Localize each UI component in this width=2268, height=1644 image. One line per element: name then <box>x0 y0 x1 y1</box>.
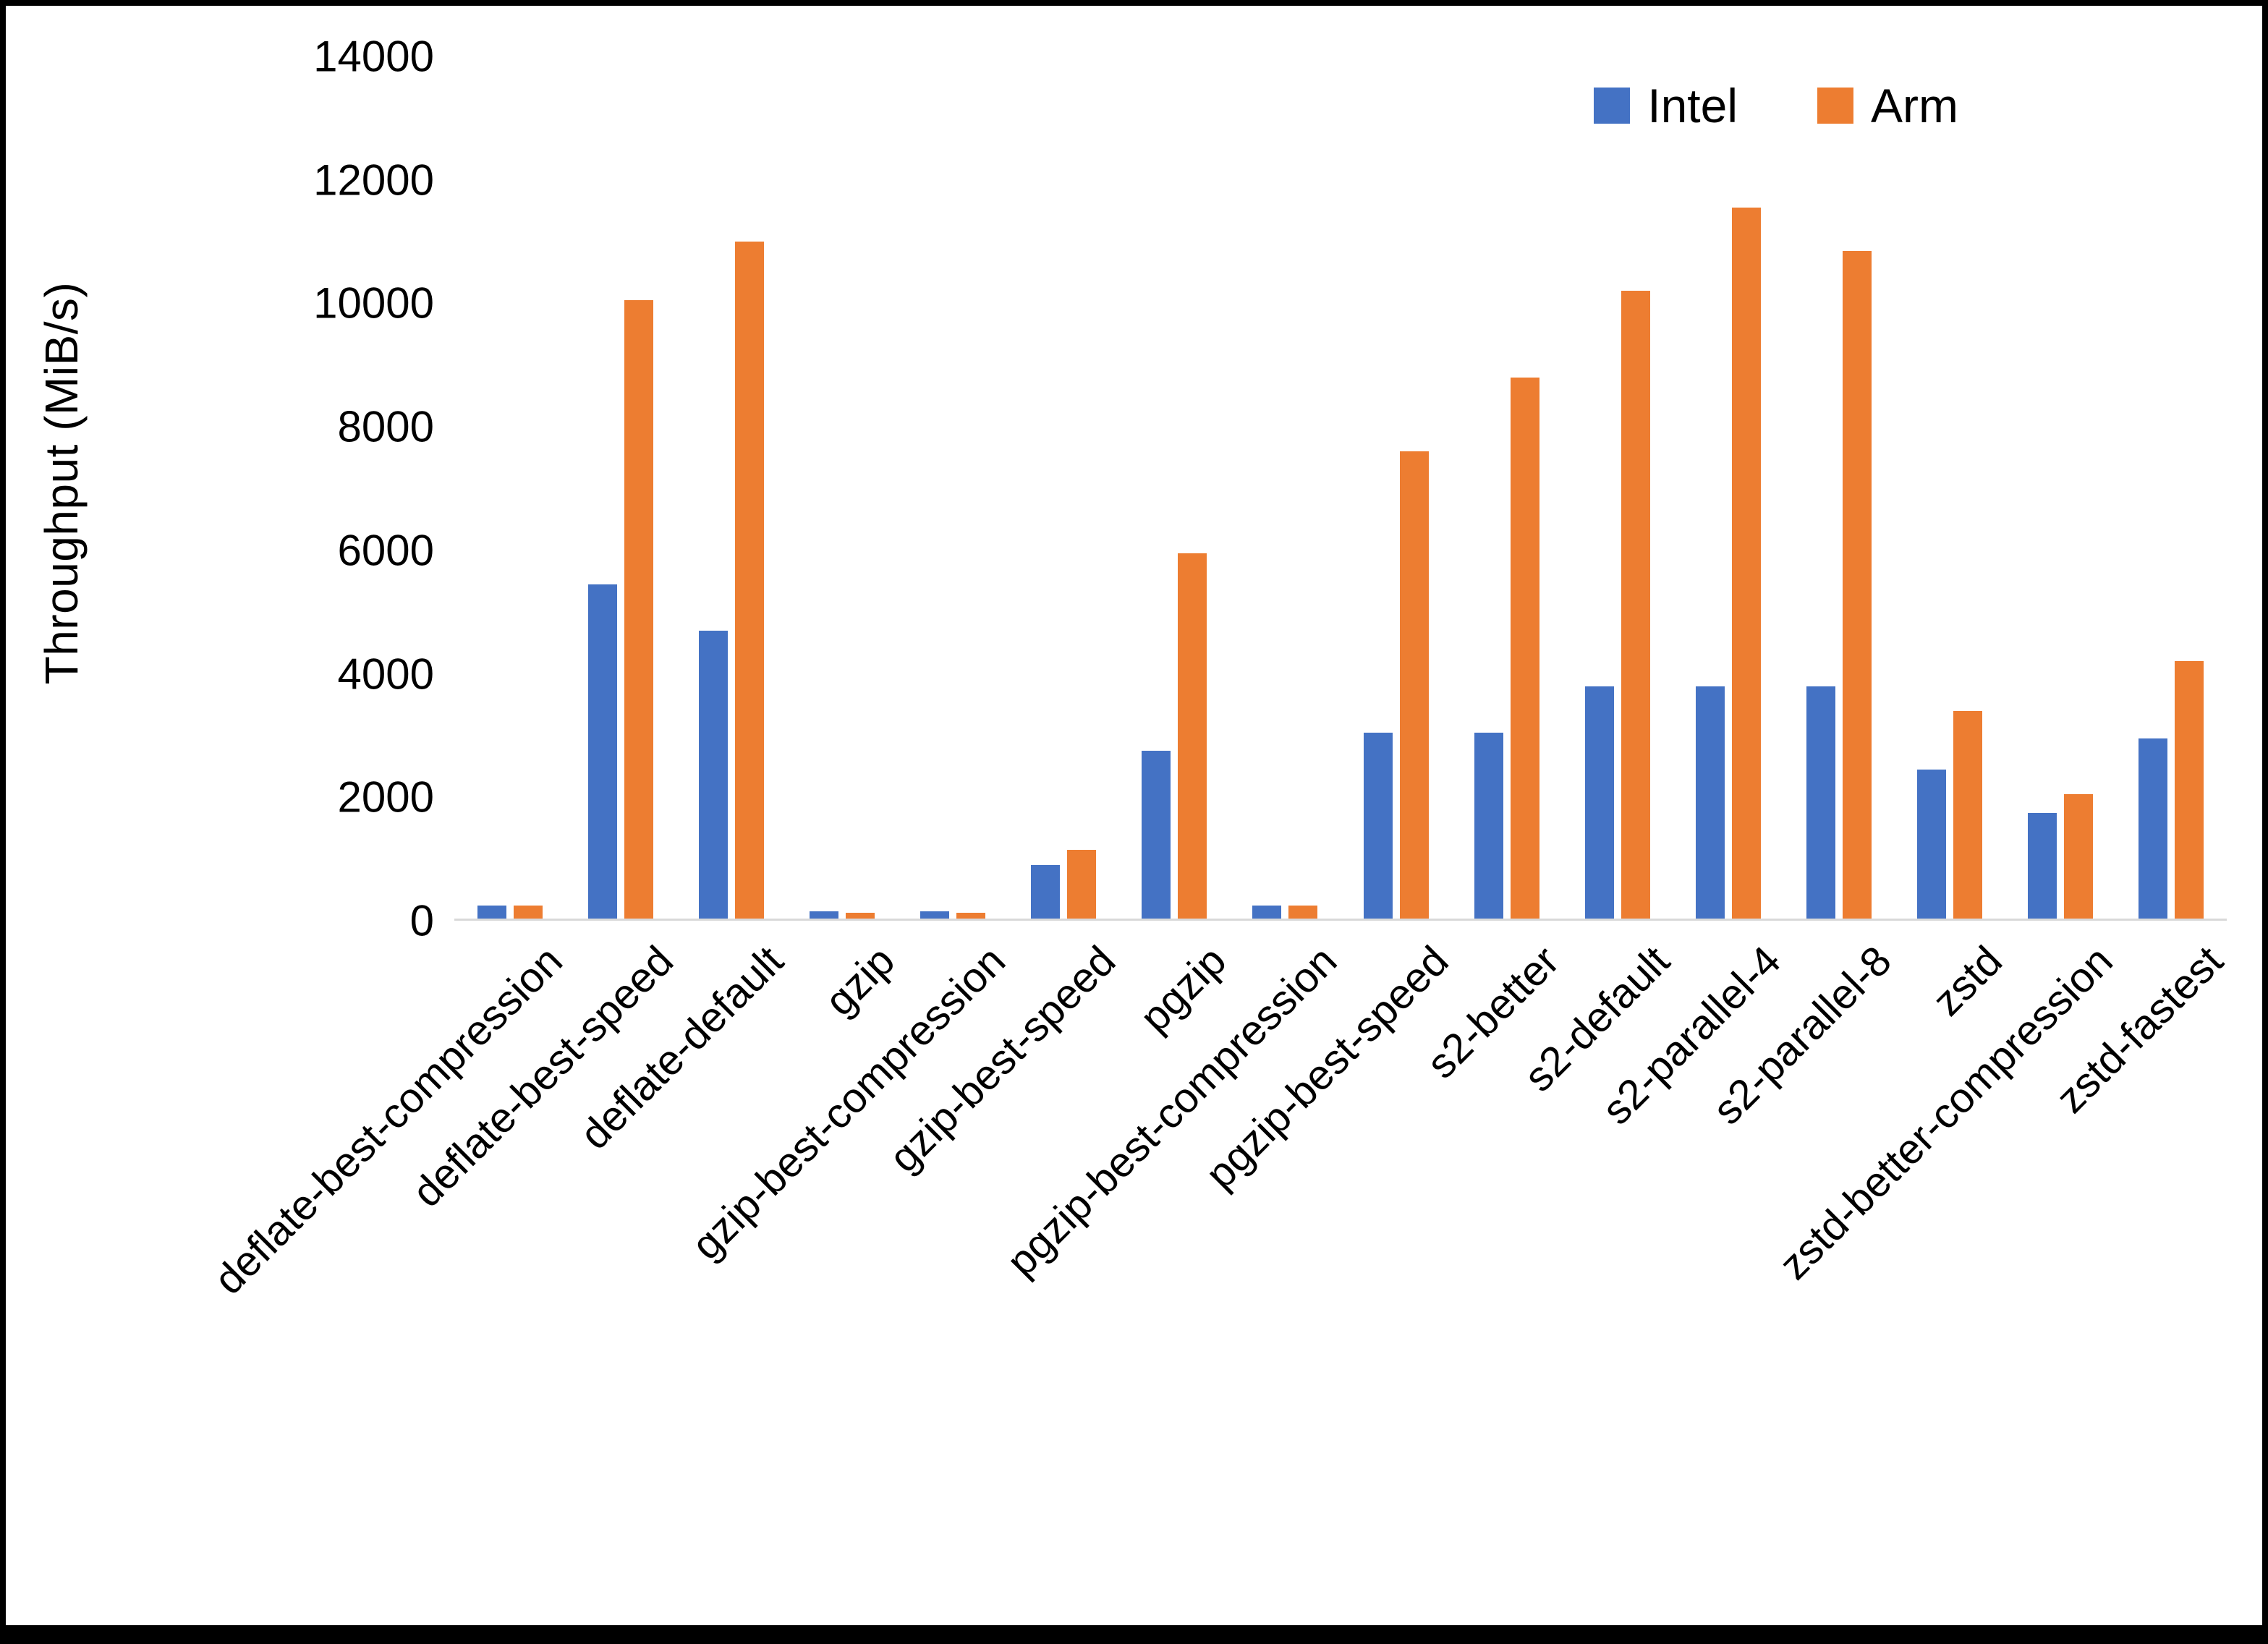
y-tick-label: 10000 <box>313 278 434 328</box>
x-tick-label: pgzip <box>1131 937 1236 1042</box>
bar-arm-zstd-fastest <box>2175 661 2204 921</box>
x-axis-line <box>454 919 2227 921</box>
y-tick-label: 14000 <box>313 32 434 81</box>
bar-intel-zstd-fastest <box>2139 738 2167 921</box>
bar-arm-pgzip-best-compression <box>1288 906 1317 921</box>
bar-intel-deflate-best-speed <box>588 584 617 921</box>
bar-arm-pgzip <box>1178 553 1207 921</box>
bar-arm-s2-better <box>1511 378 1539 921</box>
bar-intel-gzip-best-speed <box>1031 865 1060 921</box>
bar-intel-zstd-better-compression <box>2028 813 2057 921</box>
bar-arm-gzip <box>846 913 875 921</box>
legend: Intel Arm <box>1594 78 1958 133</box>
bar-arm-gzip-best-speed <box>1067 850 1096 921</box>
bar-intel-deflate-best-compression <box>477 906 506 921</box>
y-tick-label: 4000 <box>337 649 434 699</box>
bar-arm-deflate-best-speed <box>624 300 653 921</box>
legend-label: Intel <box>1647 79 1738 132</box>
bar-arm-deflate-default <box>735 242 764 921</box>
y-tick-label: 12000 <box>313 156 434 205</box>
bar-intel-zstd <box>1917 770 1946 921</box>
x-tick-label: gzip <box>815 937 904 1025</box>
plot-area: 0 2000 4000 6000 8000 10000 12000 14000 deflate… <box>205 33 2232 1304</box>
legend-item-arm: Arm <box>1817 78 1958 133</box>
legend-swatch-icon <box>1817 88 1854 124</box>
bar-intel-pgzip-best-compression <box>1252 906 1281 921</box>
bar-intel-deflate-default <box>699 631 728 921</box>
y-tick-label: 6000 <box>337 526 434 575</box>
y-axis-title-text: Throughput (MiB/s) <box>35 281 88 685</box>
bar-intel-pgzip <box>1142 751 1171 921</box>
bar-arm-deflate-best-compression <box>514 906 543 921</box>
y-tick-label: 2000 <box>337 772 434 822</box>
legend-label: Arm <box>1871 79 1958 132</box>
y-tick-label: 8000 <box>337 402 434 451</box>
bar-arm-s2-default <box>1621 291 1650 921</box>
bar-intel-gzip <box>810 911 838 921</box>
bar-arm-s2-parallel-4 <box>1732 208 1761 921</box>
bar-intel-pgzip-best-speed <box>1364 733 1393 921</box>
bar-intel-s2-parallel-4 <box>1696 686 1725 921</box>
legend-swatch-icon <box>1594 88 1631 124</box>
bar-arm-gzip-best-compression <box>956 913 985 921</box>
bar-intel-s2-default <box>1585 686 1614 921</box>
bar-arm-s2-parallel-8 <box>1843 251 1872 921</box>
y-tick-label: 0 <box>409 896 434 945</box>
bar-arm-zstd-better-compression <box>2064 794 2093 921</box>
bar-arm-zstd <box>1953 711 1982 921</box>
legend-item-intel: Intel <box>1594 78 1738 133</box>
bar-intel-gzip-best-compression <box>920 911 949 921</box>
bar-intel-s2-better <box>1474 733 1503 921</box>
bar-intel-s2-parallel-8 <box>1806 686 1835 921</box>
x-tick-label: zstd <box>1923 937 2011 1025</box>
bar-arm-pgzip-best-speed <box>1400 451 1429 921</box>
